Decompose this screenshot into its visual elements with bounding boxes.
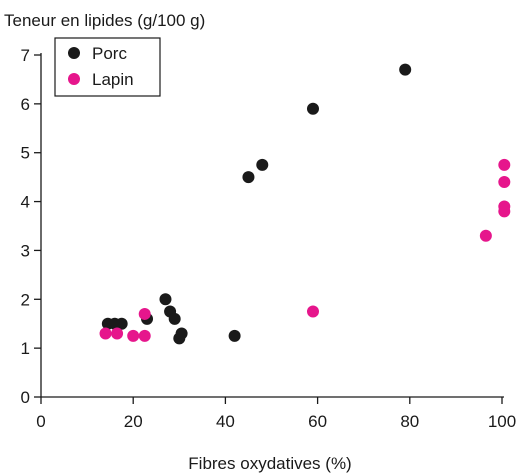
point-porc [399,63,412,76]
x-tick-label: 100 [488,412,516,431]
legend-label-porc: Porc [92,44,127,63]
y-tick-label: 6 [21,95,30,114]
point-lapin [498,176,511,189]
point-lapin [479,229,492,242]
legend-marker-lapin [68,73,80,85]
y-tick-label: 5 [21,144,30,163]
point-lapin [138,329,151,342]
x-tick-label: 0 [36,412,45,431]
point-porc [256,158,269,171]
point-lapin [111,327,124,340]
y-tick-label: 4 [21,193,30,212]
point-porc [306,102,319,115]
legend: Porc Lapin [54,37,161,97]
x-tick-label: 80 [400,412,419,431]
point-lapin [498,200,511,213]
axes: 0 1 2 3 4 5 6 7 0 20 40 60 80 100 [21,46,517,431]
y-tick-label: 3 [21,241,30,260]
legend-label-lapin: Lapin [92,70,134,89]
point-lapin [99,327,112,340]
point-porc [168,312,181,325]
point-lapin [498,158,511,171]
point-porc [115,317,128,330]
y-tick-label: 1 [21,339,30,358]
point-porc [242,171,255,184]
point-porc [228,329,241,342]
y-tick-label: 7 [21,46,30,65]
y-axis-title: Teneur en lipides (g/100 g) [4,11,205,30]
x-tick-label: 40 [216,412,235,431]
point-porc [159,293,172,306]
x-tick-label: 60 [308,412,327,431]
point-lapin [138,307,151,320]
data-points [99,63,511,345]
y-tick-label: 2 [21,290,30,309]
point-lapin [127,329,140,342]
point-porc [175,327,188,340]
legend-marker-porc [68,47,80,59]
y-tick-label: 0 [21,388,30,407]
x-axis-title: Fibres oxydatives (%) [188,454,351,473]
x-tick-label: 20 [124,412,143,431]
point-lapin [306,305,319,318]
